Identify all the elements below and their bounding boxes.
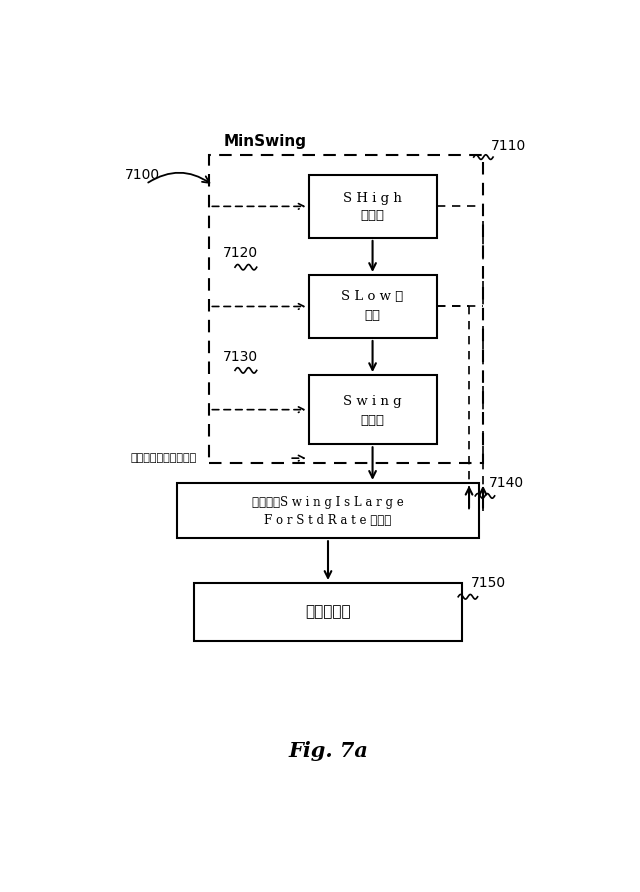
Text: を計算: を計算: [360, 210, 385, 222]
Text: 7140: 7140: [489, 475, 524, 490]
Bar: [308, 375, 436, 444]
Bar: [177, 483, 479, 538]
Text: 7130: 7130: [223, 351, 259, 364]
Text: 7120: 7120: [223, 246, 259, 260]
Text: 7100: 7100: [125, 168, 160, 182]
Text: ファジィS w i n g I s L a r g e: ファジィS w i n g I s L a r g e: [252, 496, 404, 508]
Bar: [194, 582, 462, 640]
Text: MinSwing: MinSwing: [223, 134, 307, 149]
Bar: [209, 155, 483, 463]
Text: を計算: を計算: [360, 414, 385, 426]
Text: S w i n g: S w i n g: [343, 395, 402, 408]
Bar: [308, 275, 436, 338]
Text: 最小値を超える圧補助: 最小値を超える圧補助: [131, 453, 196, 463]
Text: 計算: 計算: [365, 310, 381, 322]
Text: 位相を計算: 位相を計算: [305, 605, 351, 619]
Bar: [308, 175, 436, 238]
Text: S L o w を: S L o w を: [341, 291, 404, 303]
Text: Fig. 7a: Fig. 7a: [288, 740, 368, 761]
Text: 7110: 7110: [491, 138, 526, 153]
Text: 7150: 7150: [472, 576, 506, 590]
Text: S H i g h: S H i g h: [343, 193, 402, 205]
Text: F o r S t d R a t e を計算: F o r S t d R a t e を計算: [264, 514, 392, 527]
